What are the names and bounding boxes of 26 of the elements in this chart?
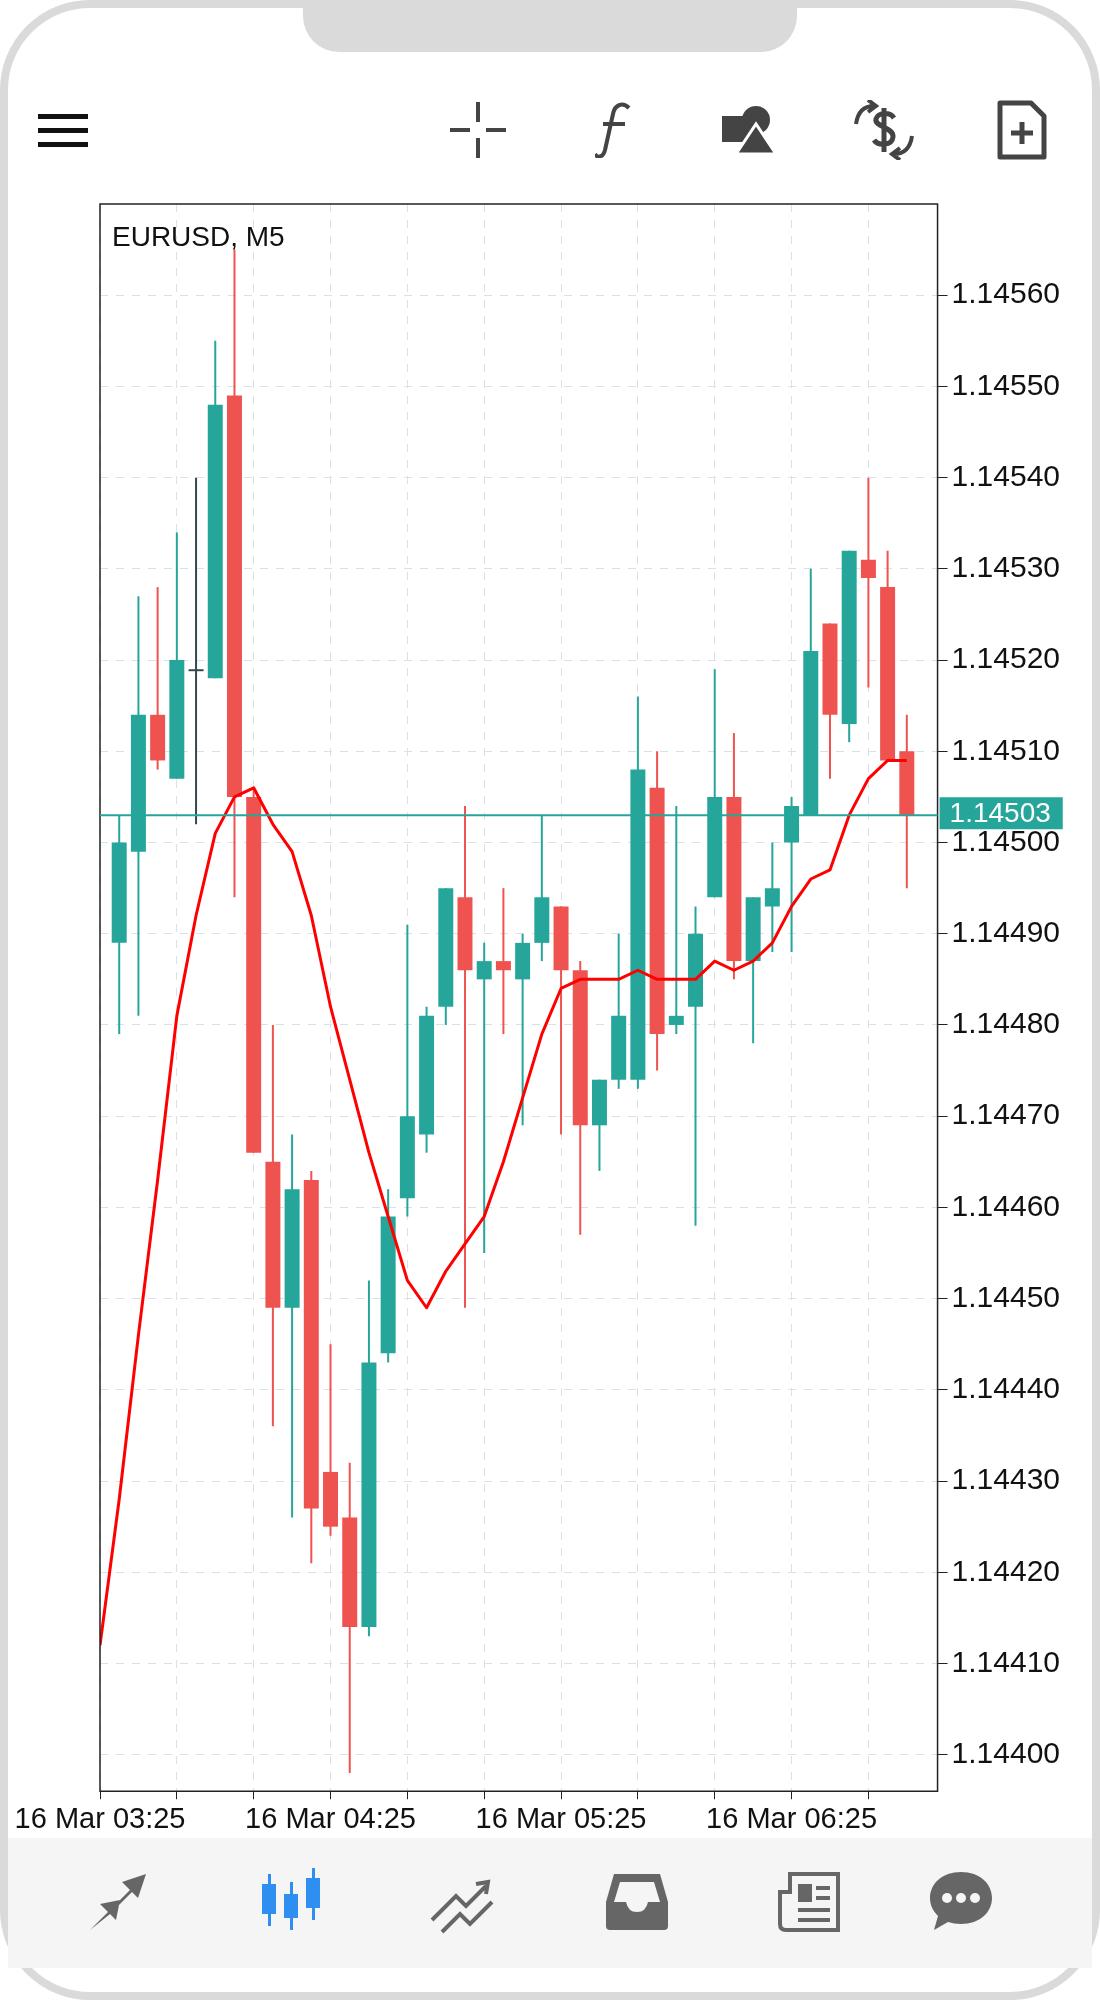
candlestick xyxy=(764,841,780,953)
y-tick-label: 1.14540 xyxy=(951,458,1061,492)
candlestick xyxy=(476,941,492,1255)
candlestick xyxy=(188,476,204,826)
y-tick-label: 1.14440 xyxy=(951,1371,1061,1405)
candlestick xyxy=(860,476,876,689)
y-tick-label: 1.14480 xyxy=(951,1006,1061,1040)
y-tick-label: 1.14470 xyxy=(951,1097,1061,1131)
y-tick-label: 1.14520 xyxy=(951,641,1061,675)
y-tick-label: 1.14420 xyxy=(951,1553,1061,1587)
y-tick-label: 1.14400 xyxy=(951,1735,1061,1769)
y-tick-label: 1.14560 xyxy=(951,276,1061,310)
candlestick xyxy=(495,887,511,1036)
y-tick-label: 1.14430 xyxy=(951,1462,1061,1496)
x-tick-label: 16 Mar 04:25 xyxy=(245,1801,416,1834)
text: EURUSD, M5 xyxy=(112,220,285,252)
y-tick-label: 1.14450 xyxy=(951,1279,1061,1313)
y-tick-label: 1.14510 xyxy=(951,732,1061,766)
y-tick-label: 1.14490 xyxy=(951,915,1061,949)
x-tick-label: 16 Mar 05:25 xyxy=(475,1801,647,1834)
y-tick-label: 1.14410 xyxy=(951,1644,1061,1678)
y-tick-label: 1.14550 xyxy=(951,367,1061,401)
y-tick-label: 1.14530 xyxy=(951,550,1061,584)
x-tick-label: 16 Mar 03:25 xyxy=(14,1801,186,1834)
y-tick-label: 1.14460 xyxy=(951,1188,1061,1222)
x-tick-label: 16 Mar 06:25 xyxy=(706,1801,878,1834)
